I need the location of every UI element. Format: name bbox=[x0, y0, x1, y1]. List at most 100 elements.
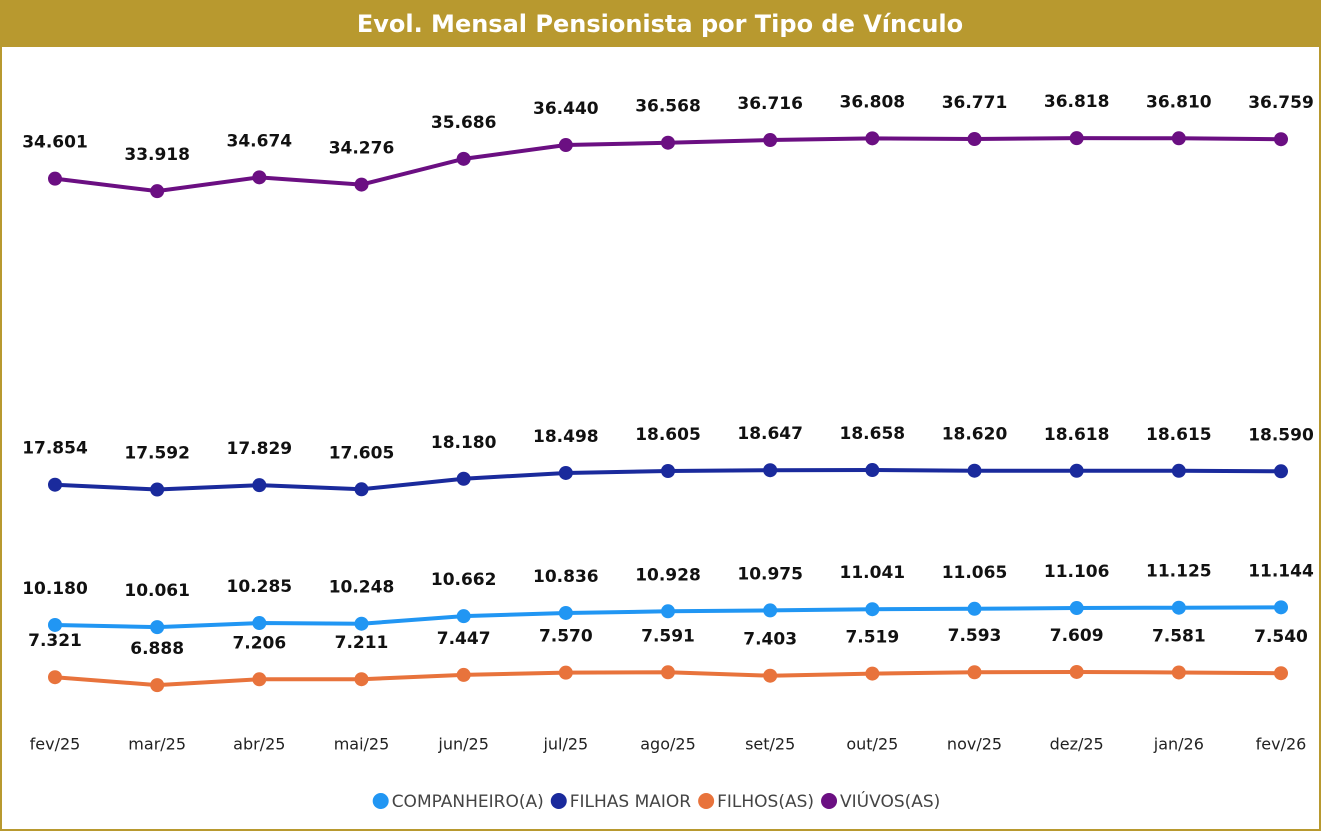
data-label: 36.568 bbox=[635, 97, 701, 117]
data-point bbox=[456, 609, 471, 624]
legend-label: VIÚVOS(AS) bbox=[840, 790, 940, 812]
data-label: 7.570 bbox=[539, 627, 593, 647]
x-tick-label: abr/25 bbox=[233, 735, 285, 754]
data-label: 7.447 bbox=[437, 629, 491, 649]
x-tick-label: dez/25 bbox=[1050, 735, 1104, 754]
data-point bbox=[252, 170, 267, 185]
data-point bbox=[48, 477, 62, 492]
data-point bbox=[1274, 666, 1288, 681]
data-point bbox=[1069, 131, 1084, 146]
data-point bbox=[661, 604, 675, 619]
data-label: 7.519 bbox=[845, 628, 899, 648]
chart-title: Evol. Mensal Pensionista por Tipo de Vín… bbox=[357, 10, 963, 38]
data-point bbox=[1069, 463, 1084, 478]
data-label: 36.440 bbox=[533, 99, 599, 119]
data-label: 7.581 bbox=[1152, 626, 1206, 646]
data-point bbox=[456, 471, 471, 486]
data-point bbox=[865, 463, 880, 478]
data-point bbox=[48, 670, 62, 685]
x-tick-label: jun/25 bbox=[437, 735, 488, 754]
data-point bbox=[150, 184, 165, 199]
data-point bbox=[150, 678, 165, 693]
data-point bbox=[48, 617, 62, 632]
data-label: 17.829 bbox=[227, 439, 293, 459]
legend-marker bbox=[372, 793, 389, 809]
data-point bbox=[661, 135, 675, 150]
data-label: 18.658 bbox=[840, 424, 906, 444]
x-tick-label: nov/25 bbox=[947, 735, 1002, 754]
data-point bbox=[1171, 131, 1186, 146]
data-label: 18.180 bbox=[431, 433, 497, 453]
x-tick-label: set/25 bbox=[745, 735, 795, 754]
data-point bbox=[967, 665, 982, 680]
data-label: 10.662 bbox=[431, 570, 497, 590]
data-label: 10.248 bbox=[329, 578, 395, 598]
data-label: 18.605 bbox=[635, 425, 701, 445]
legend-label: FILHAS MAIOR bbox=[570, 792, 692, 812]
data-label: 7.206 bbox=[232, 633, 286, 653]
data-label: 17.605 bbox=[329, 443, 395, 463]
data-label: 10.285 bbox=[227, 577, 293, 597]
data-point bbox=[967, 463, 982, 478]
data-point bbox=[865, 666, 880, 681]
data-point bbox=[558, 138, 573, 153]
data-label: 11.106 bbox=[1044, 562, 1110, 582]
data-point bbox=[150, 620, 165, 635]
data-point bbox=[1274, 600, 1288, 615]
x-tick-label: jul/25 bbox=[542, 735, 588, 754]
data-label: 11.144 bbox=[1248, 561, 1314, 581]
data-label: 17.592 bbox=[124, 444, 190, 464]
data-label: 7.591 bbox=[641, 626, 695, 646]
data-point bbox=[1171, 665, 1186, 680]
data-label: 36.808 bbox=[840, 92, 906, 112]
data-label: 11.041 bbox=[840, 563, 906, 583]
data-point bbox=[354, 616, 369, 631]
x-tick-label: mai/25 bbox=[334, 735, 390, 754]
data-label: 18.647 bbox=[737, 424, 803, 444]
data-point bbox=[661, 463, 675, 478]
data-point bbox=[1274, 464, 1288, 479]
data-point bbox=[252, 672, 267, 687]
data-point bbox=[1171, 463, 1186, 478]
data-label: 6.888 bbox=[130, 639, 184, 659]
data-label: 18.618 bbox=[1044, 425, 1110, 445]
data-label: 10.061 bbox=[124, 581, 190, 601]
data-point bbox=[354, 482, 369, 497]
data-point bbox=[763, 463, 778, 478]
data-label: 36.759 bbox=[1248, 93, 1314, 113]
data-point bbox=[48, 171, 62, 186]
data-label: 34.601 bbox=[22, 133, 88, 153]
data-label: 34.276 bbox=[329, 139, 395, 159]
data-label: 36.716 bbox=[737, 94, 803, 114]
data-point bbox=[763, 133, 778, 148]
data-point bbox=[354, 672, 369, 687]
data-point bbox=[661, 665, 675, 680]
data-point bbox=[763, 668, 778, 683]
data-label: 7.321 bbox=[28, 631, 82, 651]
x-tick-label: jan/26 bbox=[1153, 735, 1204, 754]
data-point bbox=[967, 132, 982, 147]
data-label: 10.928 bbox=[635, 565, 701, 585]
data-point bbox=[1171, 600, 1186, 615]
data-label: 11.125 bbox=[1146, 562, 1212, 582]
title-bar bbox=[0, 0, 1321, 47]
x-tick-label: fev/26 bbox=[1256, 735, 1307, 754]
data-point bbox=[456, 667, 471, 682]
data-label: 35.686 bbox=[431, 113, 497, 133]
data-point bbox=[252, 478, 267, 493]
data-point bbox=[354, 177, 369, 192]
data-point bbox=[456, 151, 471, 166]
data-point bbox=[558, 665, 573, 680]
x-tick-label: mar/25 bbox=[128, 735, 186, 754]
data-label: 7.540 bbox=[1254, 627, 1308, 647]
data-point bbox=[865, 602, 880, 617]
legend-marker bbox=[698, 793, 715, 809]
data-label: 10.975 bbox=[737, 564, 803, 584]
data-point bbox=[763, 603, 778, 618]
data-label: 7.211 bbox=[335, 633, 389, 653]
data-label: 34.674 bbox=[227, 131, 293, 151]
data-label: 18.590 bbox=[1248, 425, 1314, 445]
data-label: 10.180 bbox=[22, 579, 88, 599]
legend-marker bbox=[821, 793, 838, 809]
legend-label: FILHOS(AS) bbox=[717, 792, 814, 812]
